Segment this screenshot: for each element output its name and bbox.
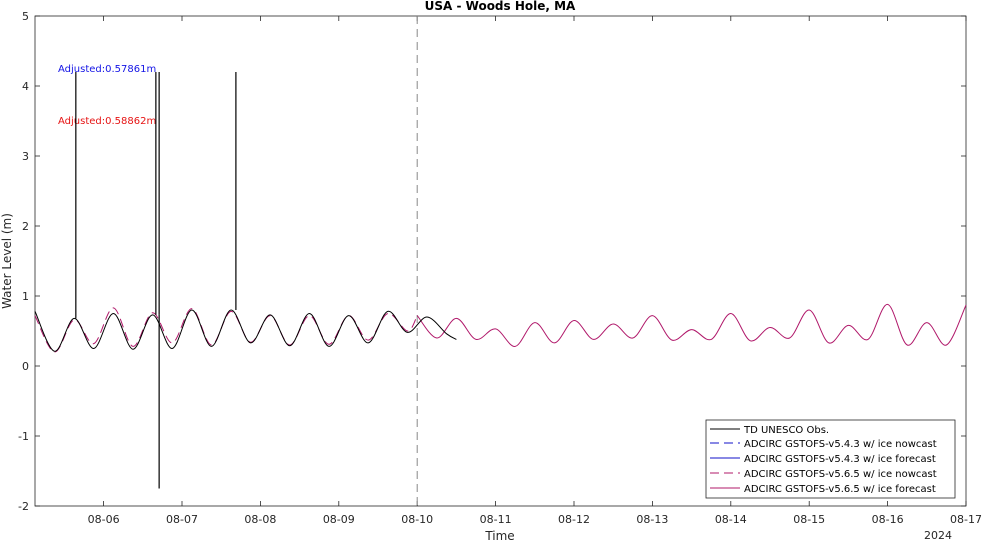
legend-label: ADCIRC GSTOFS-v5.4.3 w/ ice nowcast [744,439,937,450]
plot-area: -2 -1 0 1 2 3 4 5 08-06 08-07 08-08 08-09 08-10 08-11… [18,10,982,526]
legend-item: ADCIRC GSTOFS-v5.4.3 w/ ice forecast [710,454,936,465]
y-tick-label: -2 [18,500,29,513]
annotation-adjusted-v543: Adjusted:0.57861m [58,64,156,75]
chart-title: USA - Woods Hole, MA [425,0,576,13]
x-tick-label: 08-16 [872,513,904,526]
legend-box [705,419,956,499]
legend-item: ADCIRC GSTOFS-v5.4.3 w/ ice nowcast [710,439,937,450]
legend: TD UNESCO Obs. ADCIRC GSTOFS-v5.4.3 w/ i… [705,419,956,499]
x-tick-label: 08-12 [558,513,590,526]
y-tick-label: 0 [22,360,29,373]
x-tick-label: 08-07 [166,513,198,526]
x-tick-label: 08-15 [793,513,825,526]
x-tick-label: 08-11 [480,513,512,526]
y-axis-label: Water Level (m) [0,213,14,309]
legend-item: ADCIRC GSTOFS-v5.6.5 w/ ice forecast [710,484,936,495]
legend-label: ADCIRC GSTOFS-v5.6.5 w/ ice forecast [744,484,936,495]
y-tick-label: 4 [22,80,29,93]
y-tick-label: 3 [22,150,29,163]
legend-item: TD UNESCO Obs. [710,425,829,436]
x-tick-label: 08-17 [950,513,982,526]
y-tick-label: -1 [18,430,29,443]
annotation-adjusted-v565: Adjusted:0.58862m [58,116,156,127]
x-tick-label: 08-09 [323,513,355,526]
legend-label: TD UNESCO Obs. [743,425,829,436]
x-tick-label: 08-13 [636,513,668,526]
x-tick-label: 08-06 [88,513,120,526]
x-axis-label: Time [484,529,514,541]
legend-label: ADCIRC GSTOFS-v5.6.5 w/ ice nowcast [744,469,937,480]
legend-label: ADCIRC GSTOFS-v5.4.3 w/ ice forecast [744,454,936,465]
axes-box [34,15,967,507]
year-label: 2024 [924,529,952,541]
x-tick-label: 08-14 [715,513,747,526]
y-tick-label: 2 [22,220,29,233]
y-tick-label: 1 [22,290,29,303]
y-tick-label: 5 [22,10,29,23]
legend-item: ADCIRC GSTOFS-v5.6.5 w/ ice nowcast [710,469,937,480]
x-tick-label: 08-10 [401,513,433,526]
x-tick-label: 08-08 [244,513,276,526]
